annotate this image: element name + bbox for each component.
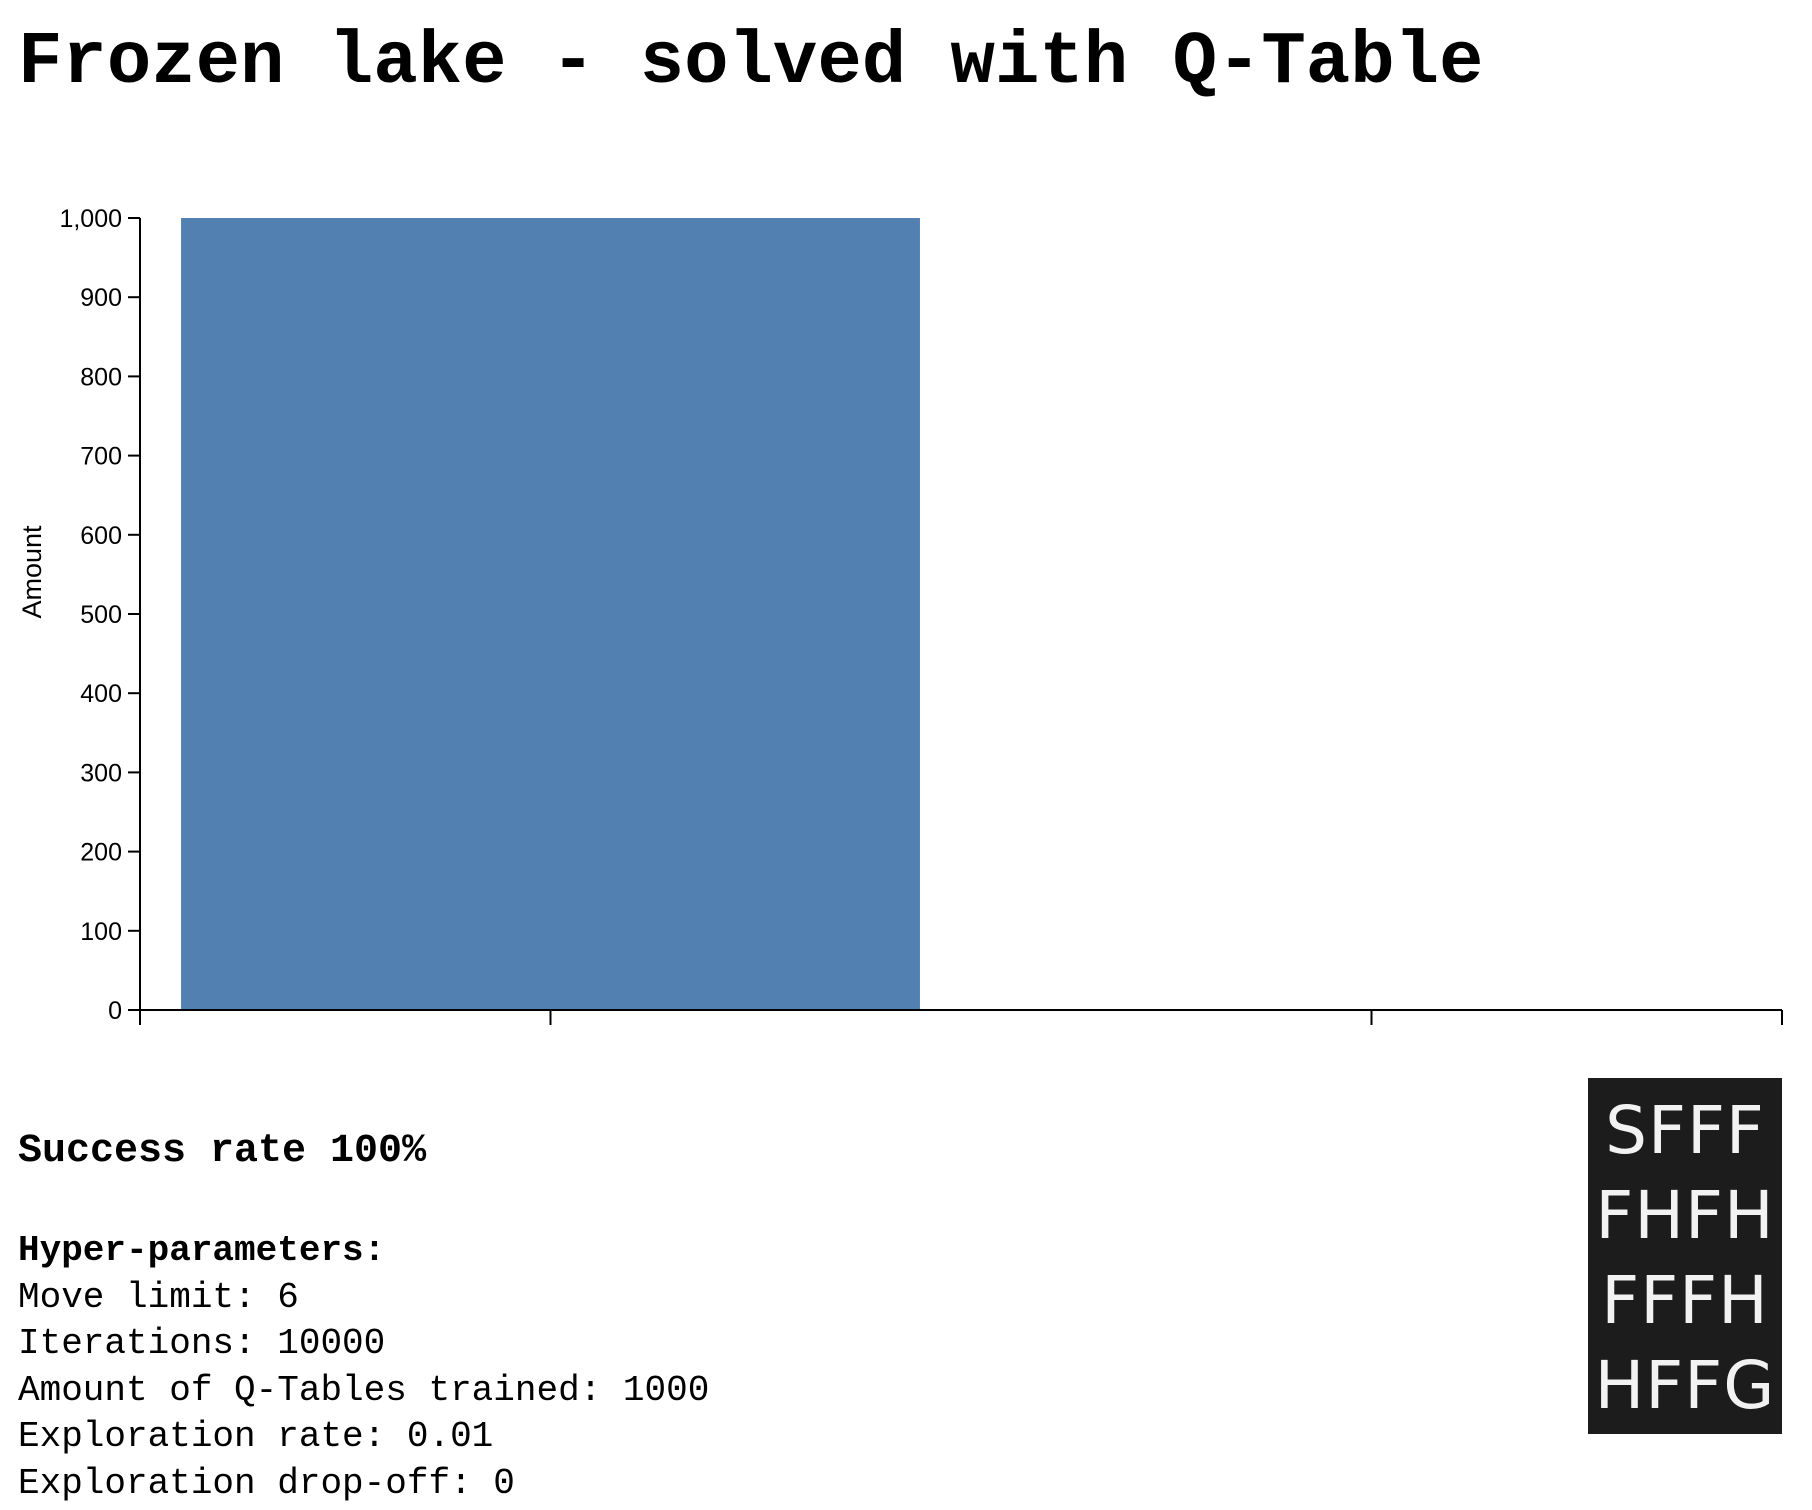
param-exploration-rate: Exploration rate: 0.01 bbox=[18, 1416, 494, 1457]
success-rate: Success rate 100% bbox=[18, 1129, 427, 1174]
y-tick-label: 500 bbox=[80, 601, 122, 629]
y-tick-label: 1,000 bbox=[59, 205, 122, 233]
y-tick-label: 300 bbox=[80, 759, 122, 787]
lake-map-row: SFFF bbox=[1605, 1092, 1765, 1169]
page-title: Frozen lake - solved with Q-Table bbox=[18, 21, 1484, 105]
param-move-limit: Move limit: 6 bbox=[18, 1276, 299, 1318]
y-tick-label: 700 bbox=[80, 443, 122, 471]
bar-chart: 0 100 200 300 400 500 600 700 800 900 1,000 Amount bbox=[17, 205, 1783, 1025]
lake-map-row: HFFG bbox=[1594, 1347, 1776, 1424]
y-axis-title: Amount bbox=[17, 525, 47, 619]
param-iterations: Iterations: 10000 bbox=[18, 1323, 386, 1364]
hyper-parameters: Hyper-parameters: Move limit: 6 Iteratio… bbox=[18, 1228, 709, 1507]
hyper-parameters-heading: Hyper-parameters: bbox=[18, 1230, 386, 1271]
param-exploration-drop-off: Exploration drop-off: 0 bbox=[18, 1462, 515, 1504]
y-tick-label: 0 bbox=[108, 997, 122, 1025]
y-tick-label: 800 bbox=[80, 363, 122, 391]
y-tick-label: 900 bbox=[80, 284, 122, 312]
y-tick-label: 400 bbox=[80, 680, 122, 708]
lake-map-row: FFFH bbox=[1601, 1262, 1769, 1339]
y-tick-label: 200 bbox=[80, 839, 122, 867]
y-tick-label: 100 bbox=[80, 918, 122, 946]
lake-map: SFFF FHFH FFFH HFFG bbox=[1588, 1078, 1782, 1434]
bar bbox=[181, 218, 920, 1010]
y-tick-label: 600 bbox=[80, 522, 122, 550]
param-q-tables-trained: Amount of Q-Tables trained: 1000 bbox=[18, 1369, 710, 1411]
lake-map-row: FHFH bbox=[1595, 1177, 1775, 1254]
